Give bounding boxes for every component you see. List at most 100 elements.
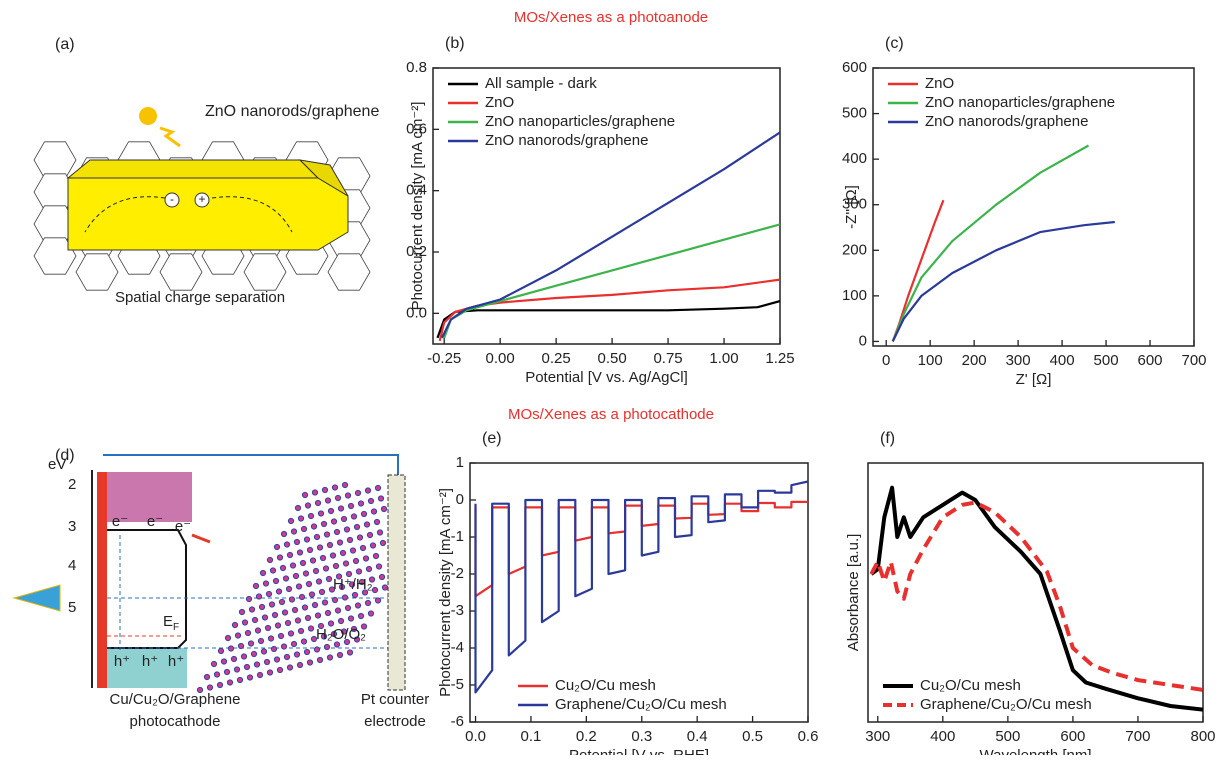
cathode-label: photocathode: [130, 713, 221, 730]
series-line: [438, 278, 780, 342]
atom: [297, 515, 305, 522]
atom: [276, 666, 284, 674]
atom: [361, 589, 369, 596]
atom: [320, 633, 328, 640]
y-tick-label: 0.8: [406, 59, 427, 76]
legend-label: All sample - dark: [485, 75, 597, 92]
atom: [220, 658, 228, 665]
atom: [345, 570, 353, 578]
diagram-title: ZnO nanorods/graphene: [205, 103, 379, 120]
y-tick-label: 0.4: [406, 182, 427, 199]
atom: [269, 567, 277, 574]
y-tick-label: 1: [456, 454, 464, 471]
x-tick-label: 1.25: [765, 350, 794, 367]
electron: e⁻: [175, 518, 191, 535]
energy-level: 4: [68, 557, 76, 574]
atom: [357, 612, 365, 620]
x-tick-label: 0.00: [486, 350, 515, 367]
atom: [337, 505, 345, 512]
y-tick-label: -6: [451, 713, 464, 730]
cu-electrode: [97, 472, 107, 688]
legend-label: Cu₂O/Cu mesh: [555, 677, 656, 694]
atom: [350, 513, 358, 520]
heading: MOs/Xenes as a photocathode: [508, 406, 714, 423]
atom: [319, 554, 327, 562]
atom: [312, 567, 320, 575]
atom: [358, 578, 366, 586]
atom: [346, 649, 354, 656]
atom: [353, 523, 361, 531]
y-tick-label: 0.6: [406, 120, 427, 137]
hole: h⁺: [142, 653, 158, 670]
x-tick-label: 700: [1181, 352, 1206, 369]
atom: [344, 492, 352, 499]
x-tick-label: -0.25: [427, 350, 461, 367]
x-tick-label: 200: [962, 352, 987, 369]
hexagon: [327, 253, 371, 291]
atom: [343, 638, 351, 646]
x-tick-label: 300: [1006, 352, 1031, 369]
atom: [369, 542, 377, 549]
series-line: [891, 220, 1115, 342]
atom: [306, 546, 314, 554]
panel-label: (b): [445, 35, 465, 52]
redox-label: H⁺/H₂: [333, 576, 373, 593]
atom: [346, 536, 354, 544]
energy-level: 3: [68, 518, 76, 535]
atom: [300, 525, 308, 533]
legend-label: Graphene/Cu₂O/Cu mesh: [555, 696, 727, 713]
charge-sign: -: [170, 192, 174, 206]
atom: [316, 544, 324, 551]
x-tick-label: 0.6: [798, 728, 819, 745]
atom: [283, 541, 291, 548]
y-tick-label: 0.2: [406, 243, 427, 260]
atom: [344, 604, 352, 612]
energy-level: 2: [68, 476, 76, 493]
x-tick-label: 1.00: [709, 350, 738, 367]
atom: [307, 625, 315, 632]
atom: [370, 508, 378, 515]
atom: [304, 614, 312, 622]
x-tick-label: 500: [1094, 352, 1119, 369]
atom: [298, 593, 306, 601]
atom: [226, 679, 234, 686]
atom: [371, 586, 379, 594]
atom: [349, 547, 357, 554]
atom: [296, 549, 304, 556]
x-tick-label: 0.4: [687, 728, 708, 745]
y-tick-label: 100: [842, 287, 867, 304]
atom: [341, 481, 349, 489]
fermi-sub: F: [173, 622, 179, 633]
atom: [366, 531, 374, 539]
atom: [252, 582, 260, 590]
atom: [289, 562, 297, 569]
atom: [354, 489, 362, 497]
axes-frame: [469, 462, 809, 723]
atom: [324, 609, 332, 617]
x-axis-label: Potential [V vs. RHE]: [569, 747, 709, 755]
atom: [362, 555, 370, 562]
atom: [341, 594, 349, 601]
panel-label: (d): [55, 447, 75, 464]
atom: [291, 606, 299, 614]
hole: h⁺: [168, 653, 184, 670]
axes-frame: [867, 462, 1204, 723]
atom: [314, 612, 322, 619]
atom: [216, 681, 224, 689]
atom: [363, 521, 371, 528]
atom: [343, 526, 351, 533]
x-axis-label: Z' [Ω]: [1016, 371, 1052, 388]
cathode-label: Cu/Cu₂O/Graphene: [110, 691, 241, 708]
hexagon: [159, 253, 203, 291]
atom: [310, 523, 318, 530]
atom: [287, 630, 295, 637]
atom: [336, 651, 344, 659]
atom: [299, 559, 307, 567]
atom: [290, 640, 298, 648]
y-tick-label: -1: [451, 528, 464, 545]
x-tick-label: 400: [930, 728, 955, 745]
x-tick-label: 300: [865, 728, 890, 745]
atom: [284, 619, 292, 627]
atom: [283, 653, 291, 661]
atom: [302, 570, 310, 577]
